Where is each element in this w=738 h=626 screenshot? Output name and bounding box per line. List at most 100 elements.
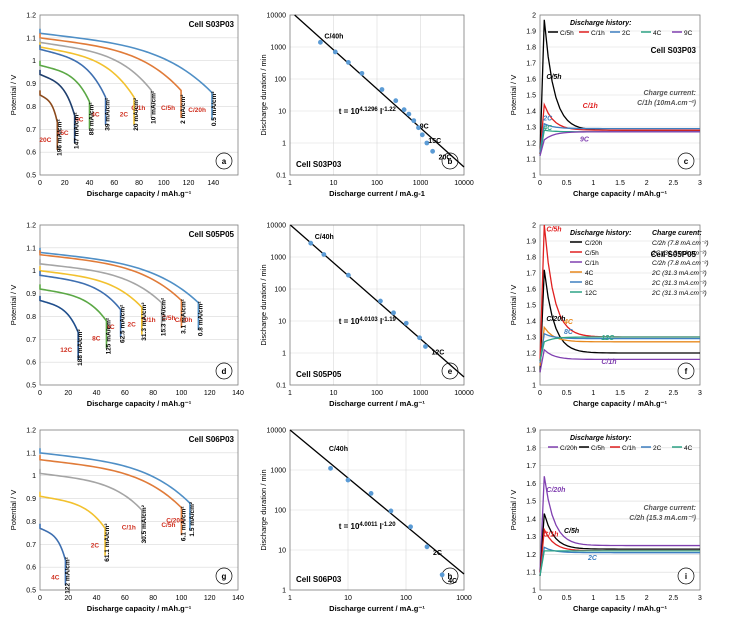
x-tick-label: 3 bbox=[698, 180, 702, 187]
charge-curve-C/1h bbox=[539, 102, 700, 155]
y-tick-label: 10 bbox=[278, 109, 286, 116]
y-tick-label: 0.8 bbox=[26, 314, 36, 321]
x-tick-label: 140 bbox=[232, 595, 244, 602]
charge-curve-12C bbox=[539, 336, 700, 362]
y-tick-label: 1 bbox=[532, 173, 536, 180]
data-point bbox=[424, 140, 430, 146]
fit-equation: t = 104.0103 I-1.19 bbox=[339, 317, 397, 326]
charge-curve-4C bbox=[539, 550, 700, 576]
y-tick-label: 1.6 bbox=[526, 287, 536, 294]
x-tick-label: 1.5 bbox=[615, 180, 625, 187]
data-point bbox=[345, 272, 351, 278]
legend-label: C/1h bbox=[591, 30, 605, 37]
curve-rate-label: 12C bbox=[60, 347, 72, 354]
charge-note: Charge current: bbox=[643, 90, 696, 97]
x-tick-label: 10 bbox=[330, 390, 338, 397]
panel-letter: h bbox=[448, 572, 453, 581]
point-tag: 20C bbox=[439, 154, 452, 161]
legend-charge-current: 2C (31.3 mA.cm⁻²) bbox=[651, 290, 707, 297]
curve-rate-label: 4C bbox=[106, 324, 115, 331]
curve-current-density: 196 mA/cm² bbox=[56, 119, 63, 156]
y-axis-label: Potential / V bbox=[509, 75, 518, 115]
x-tick-label: 140 bbox=[207, 180, 219, 187]
x-tick-label: 1 bbox=[288, 390, 292, 397]
curve-rate-label: 15C bbox=[57, 130, 69, 137]
curve-current-density: 0.5 mA/cm² bbox=[211, 91, 218, 127]
y-tick-label: 1.9 bbox=[526, 239, 536, 246]
y-axis-label: Potential / V bbox=[9, 285, 18, 325]
plot-frame bbox=[539, 429, 701, 591]
plot-frame bbox=[39, 429, 239, 591]
fit-equation: t = 104.1296 I-1.22 bbox=[339, 107, 397, 116]
data-point bbox=[321, 252, 327, 257]
curve-current-density: 125 mA/cm² bbox=[105, 317, 112, 354]
y-tick-label: 0.7 bbox=[26, 127, 36, 134]
curve-tag: C/20h bbox=[546, 487, 565, 494]
y-tick-label: 1.5 bbox=[526, 93, 536, 100]
panel-letter-badge bbox=[215, 152, 233, 170]
x-tick-label: 60 bbox=[121, 595, 129, 602]
y-tick-label: 1.7 bbox=[526, 61, 536, 68]
x-tick-label: 100 bbox=[400, 595, 412, 602]
x-axis-label: Discharge current / mA.g⁻¹ bbox=[329, 399, 425, 408]
legend-title: Charge curent: bbox=[652, 230, 702, 237]
curve-tag: 9C bbox=[580, 136, 590, 143]
x-tick-label: 140 bbox=[232, 390, 244, 397]
curve-current-density: 39 mA/cm² bbox=[105, 97, 112, 131]
y-tick-label: 0.5 bbox=[26, 588, 36, 595]
legend-charge-current: C/2h (7.8 mA.cm⁻²) bbox=[652, 240, 709, 247]
y-tick-label: 1.4 bbox=[526, 109, 536, 116]
y-tick-label: 1.6 bbox=[526, 481, 536, 488]
y-tick-label: 0.6 bbox=[26, 360, 36, 367]
y-tick-label: 1 bbox=[282, 588, 286, 595]
curve-current-density: 31.3 mA/cm² bbox=[141, 302, 148, 341]
curve-tag: C/20h bbox=[546, 316, 565, 323]
y-axis-label: Potential / V bbox=[509, 490, 518, 530]
x-axis-label: Charge capacity / mAh.g⁻¹ bbox=[573, 399, 667, 408]
chart-panel-c: 1 1.1 1.2 1.3 1.4 1.5 1.6 1.7 1.8 1.9 2 0 0.5 1 1.5 2 2.… bbox=[509, 13, 702, 199]
curve-tag: C/1h bbox=[583, 103, 598, 110]
curve-rate-label: C/20h bbox=[175, 317, 193, 324]
x-tick-label: 20 bbox=[61, 180, 69, 187]
charge-curve-C/20h bbox=[539, 476, 700, 573]
y-tick-label: 0.8 bbox=[26, 519, 36, 526]
discharge-curve-12C bbox=[39, 295, 79, 360]
x-tick-label: 2.5 bbox=[668, 180, 678, 187]
y-tick-label: 1.2 bbox=[526, 141, 536, 148]
charge-note: C/2h (15.3 mA.cm⁻²) bbox=[629, 515, 696, 522]
curve-current-density: 2 mA/cm² bbox=[180, 94, 187, 124]
discharge-curve-C/5h bbox=[39, 250, 183, 328]
y-tick-label: 100 bbox=[274, 77, 286, 84]
y-tick-label: 0.9 bbox=[26, 496, 36, 503]
panel-letter-badge bbox=[677, 567, 695, 585]
discharge-curve-C/1h bbox=[39, 468, 143, 538]
x-tick-label: 40 bbox=[93, 390, 101, 397]
curve-tag: 2C bbox=[587, 555, 598, 562]
curve-current-density: 188 mA/cm² bbox=[77, 329, 84, 366]
x-tick-label: 0 bbox=[538, 595, 542, 602]
charge-curve-2C bbox=[539, 546, 700, 576]
legend-label: C/5h bbox=[591, 445, 605, 452]
discharge-curve-15C bbox=[39, 69, 76, 143]
curve-rate-label: 4C bbox=[91, 112, 100, 119]
x-tick-label: 3 bbox=[698, 390, 702, 397]
x-axis-label: Discharge capacity / mAh.g⁻¹ bbox=[87, 189, 192, 198]
curve-tag: C/5h bbox=[546, 74, 561, 81]
x-tick-label: 120 bbox=[204, 595, 216, 602]
data-point bbox=[408, 524, 413, 530]
x-tick-label: 1000 bbox=[413, 390, 429, 397]
y-tick-label: 1.3 bbox=[526, 534, 536, 541]
curve-current-density: 6.1 mA/cm² bbox=[180, 506, 187, 542]
chart-panel-g: 0.5 0.6 0.7 0.8 0.9 1 1.1 1.2 0 20 40 60 80 100 120 140… bbox=[9, 428, 244, 614]
curve-rate-label: 2C bbox=[91, 543, 100, 550]
plot-frame bbox=[39, 14, 239, 176]
x-tick-label: 10 bbox=[344, 595, 352, 602]
y-axis-label: Discharge duration / min bbox=[259, 54, 268, 135]
y-tick-label: 1.9 bbox=[526, 29, 536, 36]
panel-letter: f bbox=[685, 367, 688, 376]
curve-current-density: 62.5 mA/cm² bbox=[120, 304, 127, 343]
x-tick-label: 1 bbox=[288, 595, 292, 602]
charge-note: C/1h (10mA.cm⁻²) bbox=[637, 100, 697, 107]
y-tick-label: 1 bbox=[532, 383, 536, 390]
